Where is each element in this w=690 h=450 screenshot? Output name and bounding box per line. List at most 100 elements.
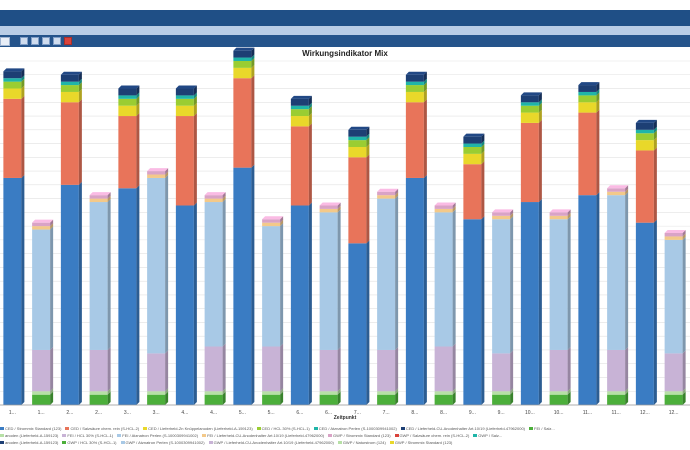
legend-label: FEI / Lieferheld-CU-Anodenhalter Art.10/… [207, 433, 325, 438]
bar-segment [290, 205, 309, 405]
bar-segment [60, 74, 79, 82]
bar-segment-side [481, 150, 485, 165]
bar-segment-side [165, 174, 169, 354]
bar-segment-side [251, 75, 255, 168]
refresh-icon[interactable] [53, 37, 61, 45]
legend-swatch [65, 427, 70, 431]
bar-segment-side [50, 223, 54, 230]
toolbar-field[interactable] [0, 36, 10, 46]
legend-label: GWP / Lieferheld-CU-Anodenhalter Art.10/… [213, 440, 334, 445]
bar-segment [377, 391, 396, 395]
bar-segment-side [653, 119, 657, 130]
chart-icon[interactable] [64, 37, 72, 45]
bar-segment [118, 105, 137, 117]
legend-item[interactable]: CED / Salzsäure chem. rein (S-HCL-2) [65, 426, 139, 431]
bar-segment-side [653, 130, 657, 141]
legend-swatch [337, 441, 342, 445]
bar-segment [233, 78, 252, 168]
bar-segment-side [423, 78, 427, 86]
bar-segment-side [337, 388, 341, 395]
legend-item[interactable]: CED / Lieferheld-CU-Anodenhalter Art.10/… [400, 426, 525, 431]
stacked-bar-chart: 1... 1... 2... 2... 3... 3... 4... 4... 5... 5...… [0, 47, 690, 416]
legend-label: anoden (Lieferheld-A-159123) [5, 440, 59, 445]
bar-segment [175, 105, 194, 117]
legend-item[interactable]: FEI / Atznatron Perlen (S-1000309941002) [117, 433, 198, 438]
bar-segment [89, 195, 108, 199]
bar-segment [607, 191, 626, 196]
bar-segment [377, 349, 396, 392]
bar-segment-side [423, 99, 427, 178]
legend-swatch [202, 434, 207, 438]
legend-item[interactable]: FEI / Lieferheld-CU-Anodenhalter Art.10/… [202, 433, 324, 438]
bar-segment-side [21, 174, 25, 405]
legend-item[interactable]: GWP / Naturstrom (124) [337, 440, 386, 445]
legend-item[interactable]: GWP / Atznatron Perlen (S-1000309941002) [120, 440, 205, 445]
bar-segment-side [308, 102, 312, 110]
bar-top [204, 192, 226, 196]
legend-swatch [389, 441, 394, 445]
legend-item[interactable]: FEI / HCL 30% (S-HCL-1) [62, 433, 113, 438]
bar-segment-side [222, 199, 226, 347]
bar-segment-side [567, 388, 571, 395]
legend-item[interactable]: CED / Lieferheld-Zn Knüppelanoden (Liefe… [143, 426, 253, 431]
bar-segment-side [538, 99, 542, 106]
bar-segment [204, 198, 223, 203]
bar-segment [549, 394, 568, 405]
bar-segment [578, 112, 597, 196]
bar-segment-side [395, 388, 399, 395]
bar-segment [664, 391, 683, 395]
bar-segment [60, 91, 79, 103]
bar-segment [635, 222, 654, 405]
bar-segment-side [510, 391, 514, 405]
bar-top [147, 168, 169, 172]
legend-item[interactable]: anoden (Lieferheld-A-159123) [0, 433, 58, 438]
bar-segment [463, 147, 482, 154]
bar-top [664, 230, 686, 233]
legend-item[interactable]: anoden (Lieferheld-A-159123) [0, 440, 58, 445]
bar-segment [233, 57, 252, 61]
x-tick-label: 2... [95, 410, 102, 416]
save-icon[interactable] [20, 37, 28, 45]
bar-segment [3, 177, 22, 405]
bar-segment [578, 91, 597, 96]
bar-segment [32, 394, 51, 405]
bar-segment-side [682, 233, 686, 240]
bar-segment-side [596, 88, 600, 96]
bar-segment-side [251, 47, 255, 58]
legend-item[interactable]: GWP / Salz... [473, 433, 502, 438]
bar-segment-side [481, 140, 485, 147]
legend-label: FEI / Salz... [534, 426, 555, 431]
bar-segment-side [682, 350, 686, 392]
legend-item[interactable]: GWP / Lieferheld-CU-Anodenhalter Art.10/… [208, 440, 334, 445]
print-icon[interactable] [42, 37, 50, 45]
legend-item[interactable]: GWP / Strommix Standard (123) [389, 440, 452, 445]
bar-segment-side [50, 391, 54, 405]
bar-segment [463, 219, 482, 405]
legend-item[interactable]: FEI / Salz... [529, 426, 555, 431]
copy-icon[interactable] [31, 37, 39, 45]
legend-item[interactable]: CED / HCL 30% (S-HCL-1) [256, 426, 310, 431]
menu-bar [0, 26, 690, 35]
x-tick-label: 10... [554, 410, 564, 416]
legend-item[interactable]: GWP / Salzsäure chem. rein (S-HCL-2) [394, 433, 469, 438]
bar-segment [434, 346, 453, 392]
bar-segment [60, 102, 79, 185]
legend-item[interactable]: GWP / Strommix Standard (123) [328, 433, 391, 438]
bar-segment-side [567, 391, 571, 405]
x-axis-title: Zeitpunkt [333, 415, 357, 421]
bar-segment [118, 98, 137, 106]
legend-label: GWP / Salz... [478, 433, 503, 438]
bar-segment [348, 129, 367, 137]
bar-segment [607, 195, 626, 350]
legend-item[interactable]: CED / Atznatron Perlen (S-1000309941002) [313, 426, 397, 431]
bar-segment [348, 136, 367, 141]
legend-item[interactable]: GWP / HCL 30% (S-HCL-1) [62, 440, 117, 445]
bar-segment-side [538, 109, 542, 123]
bar-segment-side [567, 346, 571, 392]
bar-segment-side [21, 75, 25, 82]
legend-item[interactable]: CED / Strommix Standard (123) [0, 426, 61, 431]
x-tick-label: 12... [640, 410, 650, 416]
bar-segment [204, 202, 223, 347]
bar-segment-side [538, 199, 542, 405]
bar-segment-side [653, 147, 657, 223]
